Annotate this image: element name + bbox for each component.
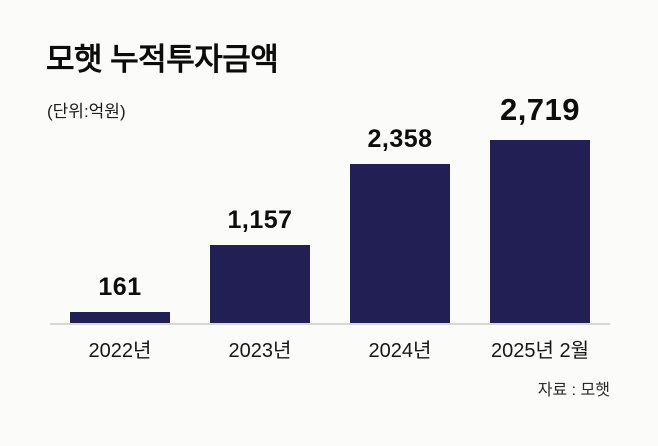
value-label: 1,157 xyxy=(227,206,293,234)
bar-column: 1,157 xyxy=(190,206,330,323)
x-axis-labels: 2022년 2023년 2024년 2025년 2월 xyxy=(50,334,610,363)
bar-column: 161 xyxy=(50,273,190,323)
bar xyxy=(490,140,590,323)
bar xyxy=(70,312,170,323)
bar xyxy=(210,245,310,323)
chart-title: 모햇 누적투자금액 xyxy=(46,42,279,77)
value-label: 2,719 xyxy=(499,92,581,127)
unit-label: (단위:억원) xyxy=(47,102,126,121)
value-label: 161 xyxy=(98,273,142,301)
plot-area: 161 1,157 2,358 2,719 xyxy=(50,92,610,325)
source-label: 자료 : 모햇 xyxy=(537,382,610,399)
bar-column: 2,358 xyxy=(330,125,470,323)
value-label: 2,358 xyxy=(367,125,433,153)
category-label: 2023년 xyxy=(228,340,292,362)
category-label: 2022년 xyxy=(88,340,152,362)
bar xyxy=(350,164,450,323)
bar-column: 2,719 xyxy=(470,92,610,323)
category-label: 2024년 xyxy=(368,340,432,362)
category-label: 2025년 2월 xyxy=(491,340,589,362)
